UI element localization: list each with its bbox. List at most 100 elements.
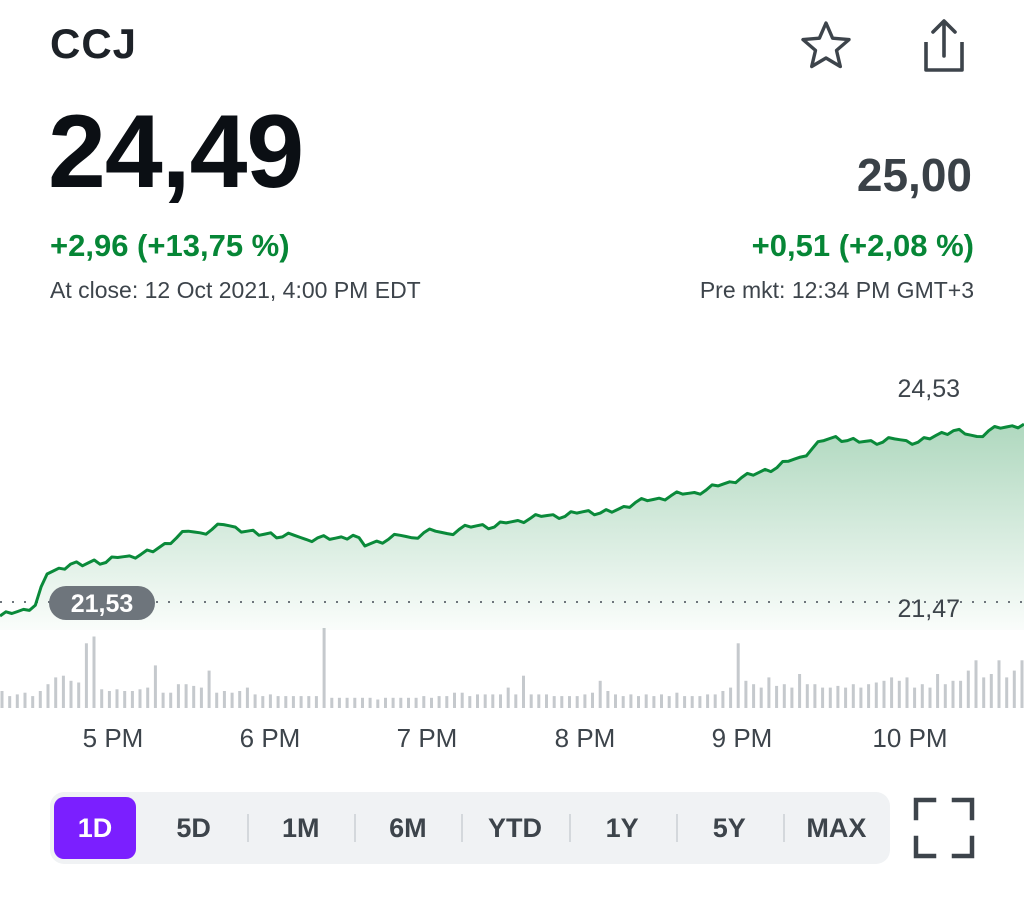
volume-bar: [966, 670, 970, 708]
fullscreen-icon[interactable]: [912, 796, 976, 860]
watchlist-star-button[interactable]: [794, 14, 858, 78]
volume-bar: [169, 692, 173, 708]
volume-bar: [307, 696, 311, 708]
volume-bar: [652, 696, 656, 708]
volume-bar: [683, 696, 687, 708]
volume-bar: [77, 682, 81, 708]
volume-bar: [253, 694, 257, 708]
volume-bar: [905, 677, 909, 708]
volume-bar: [721, 691, 725, 708]
x-tick-label: 10 PM: [872, 723, 947, 753]
volume-bar: [123, 691, 127, 708]
volume-bar: [222, 691, 226, 708]
volume-bar: [552, 696, 556, 708]
volume-bar: [920, 684, 924, 708]
volume-bar: [61, 675, 65, 708]
volume-bar: [430, 697, 433, 708]
volume-bar: [284, 696, 288, 708]
volume-bar: [736, 643, 740, 708]
volume-bar: [38, 691, 42, 708]
volume-bar: [836, 685, 840, 708]
range-5d-button[interactable]: 5D: [176, 812, 211, 843]
price-area-fill: [0, 424, 1024, 630]
volume-bar: [614, 694, 617, 708]
volume-bar: [982, 677, 986, 708]
volume-bar: [1020, 660, 1024, 708]
volume-bar: [268, 694, 272, 708]
range-max-button[interactable]: MAX: [782, 792, 890, 864]
volume-bar: [782, 684, 786, 708]
volume-bar: [207, 670, 211, 708]
volume-bar: [153, 665, 157, 708]
volume-bar: [928, 687, 932, 708]
range-1y-button[interactable]: 1Y: [568, 792, 676, 864]
volume-bar: [107, 691, 111, 708]
range-6m-button[interactable]: 6M: [354, 792, 461, 864]
x-tick-label: 5 PM: [83, 723, 144, 753]
volume-bar: [752, 684, 756, 708]
volume-bar: [184, 684, 188, 708]
volume-bar: [545, 694, 548, 708]
volume-bar: [537, 694, 541, 708]
range-ytd-button[interactable]: YTD: [461, 792, 568, 864]
volume-bar: [951, 680, 955, 708]
star-outline-icon: [801, 21, 851, 69]
share-icon: [924, 19, 964, 72]
volume-bar: [989, 674, 993, 708]
volume-bar: [568, 696, 571, 708]
volume-bar: [1005, 677, 1009, 708]
pre-market-timestamp: Pre mkt: 12:34 PM GMT+3: [699, 277, 974, 303]
volume-bar: [660, 694, 663, 708]
volume-bar: [445, 696, 449, 708]
volume-bar: [767, 677, 771, 708]
volume-bar: [583, 694, 587, 708]
volume-bar: [637, 696, 640, 708]
range-5y-button[interactable]: 5Y: [675, 792, 783, 864]
x-tick-label: 6 PM: [240, 723, 301, 753]
ticker-symbol: CCJ: [50, 20, 138, 67]
volume-bar: [491, 694, 495, 708]
volume-bar: [644, 694, 648, 708]
volume-bar: [92, 636, 96, 708]
volume-bar: [361, 697, 364, 708]
volume-bar: [959, 680, 963, 708]
volume-bar: [867, 684, 871, 708]
volume-bar: [713, 694, 717, 708]
volume-bar: [115, 689, 119, 708]
volume-bar: [460, 692, 464, 708]
volume-bar: [0, 691, 4, 708]
volume-bar: [368, 697, 372, 708]
volume-bar: [437, 696, 441, 708]
low-label: 21,47: [897, 595, 960, 623]
pre-market-change: +0,51 (+2,08 %): [751, 228, 974, 263]
volume-bar: [790, 687, 794, 708]
volume-bar: [261, 696, 265, 708]
range-1d-button[interactable]: 1D: [54, 797, 136, 859]
volume-bar: [161, 692, 165, 708]
volume-bar: [514, 694, 518, 708]
volume-bar: [621, 696, 625, 708]
volume-bar: [330, 697, 334, 708]
volume-bar: [606, 691, 610, 708]
volume-bar: [859, 687, 863, 708]
volume-bar: [23, 692, 27, 708]
x-tick-label: 7 PM: [397, 723, 458, 753]
volume-bar: [598, 680, 602, 708]
previous-close-badge: 21,53: [49, 586, 155, 620]
volume-bar: [468, 696, 472, 708]
intraday-chart[interactable]: 21,53 24,53 21,47 5 PM 6 PM 7 PM 8 PM 9 PM 10…: [0, 330, 1024, 760]
volume-bar: [138, 689, 142, 708]
volume-bar: [230, 692, 234, 708]
volume-bar: [54, 677, 58, 708]
volume-bar: [798, 674, 802, 708]
range-1m-button[interactable]: 1M: [247, 792, 354, 864]
volume-bar: [729, 687, 733, 708]
volume-bar: [146, 687, 150, 708]
volume-bar: [690, 696, 694, 708]
share-button[interactable]: [912, 14, 976, 78]
volume-bar: [192, 685, 196, 708]
volume-bar: [238, 691, 242, 708]
volume-bar: [506, 687, 510, 708]
volume-bar: [345, 697, 349, 708]
volume-bar: [176, 684, 180, 708]
